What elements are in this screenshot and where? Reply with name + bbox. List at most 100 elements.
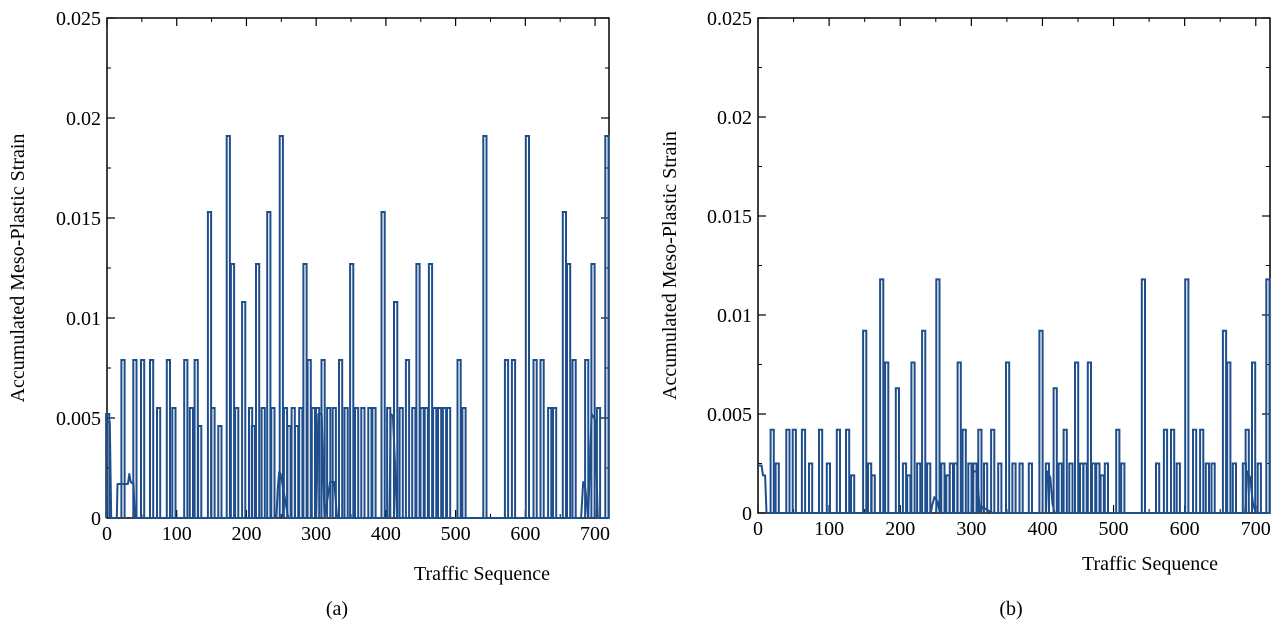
data-spike <box>1086 361 1092 513</box>
data-spike <box>326 407 332 518</box>
data-spike <box>120 359 126 518</box>
data-spike <box>1044 462 1050 513</box>
data-spike <box>825 462 831 513</box>
data-spike <box>800 428 807 513</box>
data-spike <box>183 359 189 518</box>
data-spike <box>315 407 321 518</box>
data-spike <box>1027 462 1033 513</box>
data-spike <box>571 359 577 518</box>
data-spike <box>229 263 236 518</box>
data-spike <box>446 407 452 518</box>
data-spike <box>1162 428 1169 513</box>
y-tick-label: 0.02 <box>66 108 101 130</box>
x-tick-label: 600 <box>510 523 540 545</box>
data-spike <box>250 425 256 518</box>
y-tick-label: 0.01 <box>66 308 101 330</box>
data-spike <box>1226 361 1232 513</box>
y-tick-label: 0.015 <box>707 206 752 228</box>
data-spike <box>349 263 355 518</box>
data-spike <box>310 407 316 518</box>
data-spike <box>921 329 927 513</box>
data-spike <box>105 413 111 518</box>
data-spike <box>1175 462 1181 513</box>
data-spike <box>948 462 954 513</box>
x-tick-label: 500 <box>441 523 471 545</box>
data-spike <box>1115 428 1121 513</box>
y-tick-label: 0 <box>742 503 752 525</box>
data-spike <box>926 462 932 513</box>
y-tick-label: 0.01 <box>717 305 752 327</box>
data-spike <box>561 211 567 518</box>
data-spike <box>1018 462 1024 513</box>
data-spike <box>1082 462 1088 513</box>
x-tick-label: 400 <box>1027 518 1057 540</box>
data-spike <box>482 135 488 518</box>
data-spike <box>1011 462 1017 513</box>
data-spike <box>1052 387 1058 513</box>
data-spike <box>419 407 425 518</box>
data-spike <box>1170 428 1176 513</box>
x-tick-label: 700 <box>1241 518 1271 540</box>
data-spike <box>398 407 404 518</box>
data-spike <box>241 301 247 518</box>
data-spike <box>386 407 392 518</box>
data-spike <box>901 462 908 513</box>
data-spike <box>225 135 231 518</box>
data-spike <box>1057 462 1063 513</box>
data-spike <box>956 361 962 513</box>
data-spike <box>808 462 814 513</box>
data-spike <box>910 361 916 513</box>
data-spike <box>171 407 177 518</box>
data-spike <box>1074 361 1080 513</box>
panel-label: (b) <box>999 598 1022 620</box>
y-tick-label: 0.005 <box>707 404 752 426</box>
data-spike <box>294 425 300 518</box>
data-spike <box>156 407 162 518</box>
data-spike <box>260 407 266 518</box>
x-axis-label: Traffic Sequence <box>1082 553 1218 575</box>
data-spike <box>1038 329 1044 513</box>
data-spike <box>894 387 900 513</box>
data-spike <box>845 428 851 513</box>
data-spike <box>456 359 462 518</box>
data-spike <box>1244 428 1250 513</box>
data-spike <box>338 359 344 518</box>
data-spike <box>1068 462 1074 513</box>
data-spike <box>298 407 304 518</box>
data-spike <box>1204 462 1210 513</box>
data-spike <box>404 359 411 518</box>
data-spike <box>916 462 922 513</box>
data-spike <box>1095 462 1101 513</box>
data-spike <box>850 474 856 513</box>
data-spike <box>393 301 399 518</box>
data-spike <box>510 359 517 518</box>
data-spike <box>140 359 146 518</box>
y-tick-label: 0.025 <box>56 8 101 30</box>
x-tick-label: 500 <box>1099 518 1129 540</box>
data-spike <box>972 462 978 513</box>
data-spike <box>380 211 386 518</box>
data-spike <box>547 407 553 518</box>
data-spike <box>870 474 876 513</box>
panel-label: (a) <box>326 598 348 620</box>
data-spike <box>961 428 967 513</box>
data-spike <box>423 407 429 518</box>
data-spike <box>1155 462 1161 513</box>
data-spike <box>835 428 841 513</box>
data-spike <box>935 278 941 513</box>
data-spike <box>1099 474 1105 513</box>
x-tick-label: 700 <box>580 523 610 545</box>
data-spike <box>432 407 438 518</box>
data-spike <box>604 135 610 518</box>
data-spike <box>266 211 272 518</box>
data-spike <box>552 407 558 518</box>
data-spike <box>1210 462 1216 513</box>
x-tick-label: 200 <box>885 518 915 540</box>
chart-panel-a: 0 0.005 0.01 0.015 0.02 0.025 0 100 200 300 400 500… <box>7 8 610 620</box>
x-tick-label: 100 <box>162 523 192 545</box>
data-spike <box>524 135 530 518</box>
y-tick-label: 0.02 <box>717 107 752 129</box>
data-spike <box>532 359 538 518</box>
y-tick-label: 0 <box>91 508 101 530</box>
